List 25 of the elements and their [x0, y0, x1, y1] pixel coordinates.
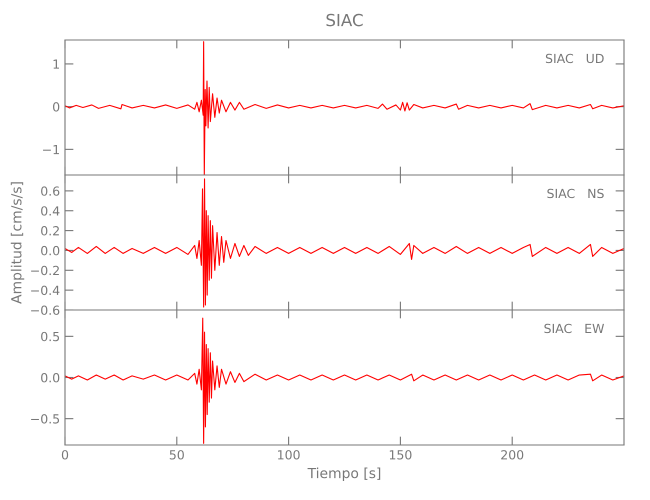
y-tick-label: 1	[54, 60, 59, 69]
y-tick-label: −0.2	[31, 266, 59, 276]
y-tick-label: −0.4	[31, 286, 60, 296]
annotation: SIAC EW	[544, 324, 604, 334]
x-tick-label: 0	[62, 450, 68, 460]
y-tick-label: −1	[43, 145, 59, 154]
annotation: SIAC NS	[547, 188, 604, 198]
y-tick-label: 0.0	[41, 372, 60, 382]
y-tick-label: −0.5	[31, 414, 60, 424]
y-tick-label: 0.0	[41, 246, 60, 256]
y-tick-label: 0.5	[41, 332, 60, 342]
x-tick-label: 200	[501, 450, 524, 460]
chart-title: SIAC	[326, 14, 363, 26]
line-series	[65, 178, 624, 308]
y-tick-label: 0.4	[41, 206, 60, 216]
y-tick-label: 0.2	[41, 226, 59, 236]
y-tick-label: 0.6	[41, 186, 60, 196]
y-tick-label: 0	[53, 102, 60, 112]
x-tick-label: 50	[170, 450, 184, 460]
x-tick-label: 150	[390, 450, 412, 460]
y-tick-label: −0.6	[31, 305, 60, 315]
x-tick-label: 100	[278, 450, 300, 460]
y-axis-title: Amplitud [cm/s/s]	[10, 182, 24, 304]
annotation: SIAC UD	[546, 54, 604, 64]
x-axis-title: Tiempo [s]	[308, 468, 380, 481]
